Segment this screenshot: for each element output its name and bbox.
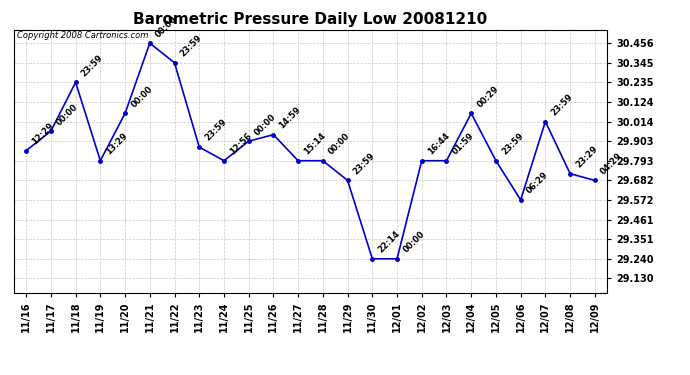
- Title: Barometric Pressure Daily Low 20081210: Barometric Pressure Daily Low 20081210: [133, 12, 488, 27]
- Text: 01:59: 01:59: [451, 131, 476, 156]
- Text: 00:00: 00:00: [154, 14, 179, 39]
- Text: 12:56: 12:56: [228, 131, 253, 156]
- Text: 23:59: 23:59: [204, 118, 228, 143]
- Text: 00:29: 00:29: [475, 84, 500, 109]
- Text: 23:59: 23:59: [500, 131, 525, 156]
- Text: 00:00: 00:00: [401, 230, 426, 255]
- Text: 23:59: 23:59: [549, 92, 575, 117]
- Text: 23:59: 23:59: [352, 151, 377, 176]
- Text: 06:29: 06:29: [525, 171, 550, 196]
- Text: 14:59: 14:59: [277, 105, 303, 130]
- Text: 15:14: 15:14: [302, 131, 328, 156]
- Text: 16:44: 16:44: [426, 131, 451, 156]
- Text: 23:59: 23:59: [80, 53, 105, 78]
- Text: 23:29: 23:29: [574, 144, 600, 170]
- Text: 00:00: 00:00: [55, 102, 80, 127]
- Text: 00:00: 00:00: [129, 84, 155, 109]
- Text: 13:29: 13:29: [104, 131, 130, 156]
- Text: 12:29: 12:29: [30, 121, 56, 147]
- Text: Copyright 2008 Cartronics.com: Copyright 2008 Cartronics.com: [17, 32, 148, 40]
- Text: 00:00: 00:00: [253, 112, 278, 137]
- Text: 04:29: 04:29: [599, 151, 624, 176]
- Text: 22:14: 22:14: [377, 229, 402, 255]
- Text: 00:00: 00:00: [327, 132, 352, 156]
- Text: 23:59: 23:59: [179, 33, 204, 58]
